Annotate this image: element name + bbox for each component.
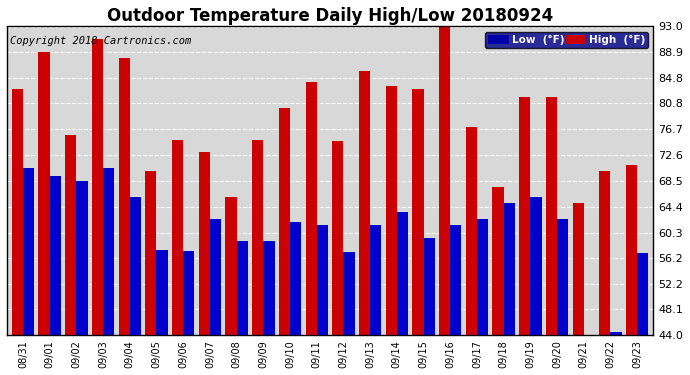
Bar bbox=[413, 90, 424, 335]
Bar bbox=[92, 39, 103, 335]
Bar bbox=[103, 168, 115, 335]
Bar bbox=[519, 97, 531, 335]
Bar bbox=[439, 27, 451, 335]
Bar bbox=[573, 203, 584, 335]
Bar bbox=[611, 332, 622, 335]
Text: Copyright 2018 Cartronics.com: Copyright 2018 Cartronics.com bbox=[10, 36, 191, 46]
Title: Outdoor Temperature Daily High/Low 20180924: Outdoor Temperature Daily High/Low 20180… bbox=[107, 7, 553, 25]
Bar bbox=[626, 165, 637, 335]
Bar bbox=[599, 171, 611, 335]
Bar bbox=[226, 196, 237, 335]
Bar bbox=[317, 225, 328, 335]
Bar bbox=[546, 97, 557, 335]
Bar bbox=[146, 171, 157, 335]
Bar bbox=[386, 86, 397, 335]
Bar bbox=[237, 241, 248, 335]
Bar bbox=[424, 237, 435, 335]
Bar bbox=[119, 58, 130, 335]
Bar bbox=[557, 219, 569, 335]
Bar bbox=[370, 225, 382, 335]
Bar bbox=[130, 196, 141, 335]
Bar bbox=[210, 219, 221, 335]
Bar bbox=[477, 219, 488, 335]
Bar bbox=[23, 168, 34, 335]
Bar bbox=[531, 196, 542, 335]
Bar bbox=[397, 212, 408, 335]
Bar bbox=[637, 253, 649, 335]
Bar bbox=[466, 127, 477, 335]
Bar bbox=[172, 140, 183, 335]
Legend: Low  (°F), High  (°F): Low (°F), High (°F) bbox=[485, 32, 648, 48]
Bar bbox=[12, 90, 23, 335]
Bar bbox=[290, 222, 302, 335]
Bar bbox=[493, 187, 504, 335]
Bar bbox=[252, 140, 264, 335]
Bar bbox=[65, 135, 77, 335]
Bar bbox=[264, 241, 275, 335]
Bar bbox=[39, 53, 50, 335]
Bar bbox=[183, 251, 195, 335]
Bar bbox=[77, 181, 88, 335]
Bar bbox=[332, 141, 344, 335]
Bar bbox=[157, 250, 168, 335]
Bar bbox=[359, 70, 370, 335]
Bar bbox=[199, 153, 210, 335]
Bar bbox=[451, 225, 462, 335]
Bar bbox=[279, 108, 290, 335]
Bar bbox=[344, 252, 355, 335]
Bar bbox=[306, 82, 317, 335]
Bar bbox=[50, 176, 61, 335]
Bar bbox=[504, 203, 515, 335]
